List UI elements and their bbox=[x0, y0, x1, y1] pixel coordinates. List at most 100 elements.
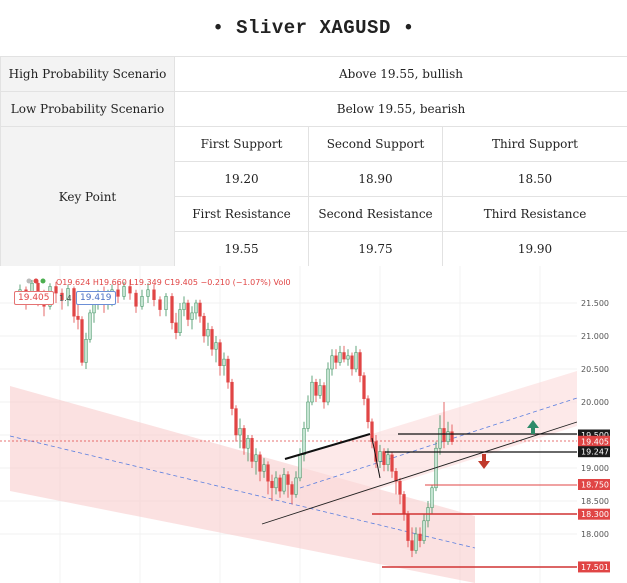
resistance-header: Third Resistance bbox=[442, 196, 627, 232]
candle-body bbox=[362, 375, 366, 399]
candle-body bbox=[310, 381, 314, 403]
axis-tick-label: 21.500 bbox=[581, 299, 609, 308]
candle-body bbox=[254, 454, 258, 462]
support-value: 19.20 bbox=[174, 161, 309, 197]
low-scenario-label: Low Probability Scenario bbox=[0, 91, 175, 127]
candle-body bbox=[330, 355, 334, 370]
axis-tick-label: 21.000 bbox=[581, 332, 609, 341]
chart-canvas[interactable]: 21.500 21.000 20.500 20.000 19.500 19.000 18.5… bbox=[0, 266, 627, 583]
candle-body bbox=[60, 292, 64, 300]
candle-body bbox=[122, 286, 126, 297]
price-label: 18.750 bbox=[581, 481, 609, 490]
page-header: • Sliver XAGUSD • bbox=[0, 0, 627, 56]
candle-body bbox=[238, 428, 242, 436]
price-chart[interactable]: 21.500 21.000 20.500 20.000 19.500 19.000 18.5… bbox=[0, 266, 627, 583]
candle-body bbox=[174, 322, 178, 333]
candle-body bbox=[354, 352, 358, 370]
candle-body bbox=[76, 315, 80, 320]
high-scenario-value: Above 19.55, bullish bbox=[174, 56, 627, 92]
candle-body bbox=[134, 292, 138, 307]
spread-value: 1.4 bbox=[59, 294, 72, 303]
candle-body bbox=[140, 296, 144, 307]
arrow-up-icon bbox=[527, 420, 539, 434]
candle-body bbox=[258, 454, 262, 472]
price-label-bg bbox=[578, 479, 610, 490]
price-label: 19.247 bbox=[581, 448, 609, 457]
price-label-bg bbox=[578, 561, 610, 573]
page-title: • Sliver XAGUSD • bbox=[212, 17, 415, 39]
candle-body bbox=[146, 289, 150, 297]
candle-body bbox=[194, 302, 198, 314]
candle-body bbox=[66, 288, 70, 300]
axis-tick-label: 20.500 bbox=[581, 365, 609, 374]
high-scenario-label: High Probability Scenario bbox=[0, 56, 175, 92]
candle-body bbox=[182, 302, 186, 310]
candle-body bbox=[266, 464, 270, 482]
candle-body bbox=[230, 381, 234, 409]
candle-body bbox=[382, 451, 386, 465]
candle-body bbox=[378, 451, 382, 462]
chart-legend: O19.624 H19.660 L19.349 C19.405 −0.210 (… bbox=[0, 266, 360, 306]
support-value: 18.90 bbox=[308, 161, 443, 197]
price-label: 19.405 bbox=[581, 437, 609, 446]
candle-body bbox=[322, 385, 326, 403]
candle-body bbox=[84, 339, 88, 363]
candle-body bbox=[438, 428, 442, 449]
candle-body bbox=[318, 385, 322, 396]
candle-body bbox=[274, 477, 278, 489]
scenario-table: High Probability Scenario Above 19.55, b… bbox=[0, 56, 627, 267]
candle-body bbox=[158, 299, 162, 310]
candle-body bbox=[190, 312, 194, 320]
candle-body bbox=[234, 408, 238, 436]
arrow-down-icon bbox=[478, 454, 490, 469]
price-label-bg bbox=[578, 435, 610, 447]
candle-body bbox=[54, 286, 58, 294]
price-label: 17.501 bbox=[581, 563, 609, 572]
price-label-bg bbox=[578, 446, 610, 458]
candle-body bbox=[390, 454, 394, 472]
candle-body bbox=[302, 428, 306, 456]
table-row: Key Point First Support Second Support T… bbox=[0, 126, 627, 267]
candle-body bbox=[314, 381, 318, 396]
candle-body bbox=[370, 421, 374, 442]
candle-body bbox=[446, 431, 450, 442]
price-axis[interactable]: 21.500 21.000 20.500 20.000 19.500 19.000 18.5… bbox=[577, 266, 627, 583]
descending-channel bbox=[10, 386, 475, 583]
buy-price-button[interactable]: 19.419 bbox=[76, 291, 116, 305]
candle-body bbox=[338, 352, 342, 363]
candle-body bbox=[394, 471, 398, 482]
candle-body bbox=[116, 289, 120, 297]
axis-tick-label: 20.000 bbox=[581, 398, 609, 407]
candle-body bbox=[402, 494, 406, 515]
candle-body bbox=[442, 428, 446, 442]
candle-body bbox=[414, 533, 418, 551]
candle-body bbox=[88, 312, 92, 340]
candle-body bbox=[128, 286, 132, 294]
axis-background bbox=[577, 266, 627, 583]
support-header: Third Support bbox=[442, 126, 627, 162]
support-header: First Support bbox=[174, 126, 309, 162]
candle-body bbox=[250, 438, 254, 462]
candle-body bbox=[170, 296, 174, 324]
support-header: Second Support bbox=[308, 126, 443, 162]
axis-tick-label: 18.500 bbox=[581, 497, 609, 506]
table-row: High Probability Scenario Above 19.55, b… bbox=[0, 56, 627, 92]
candle-body bbox=[186, 302, 190, 320]
candle-body bbox=[346, 355, 350, 360]
sell-price-button[interactable]: 19.405 bbox=[14, 291, 54, 305]
candle-body bbox=[406, 513, 410, 541]
resistance-value: 19.90 bbox=[442, 231, 627, 267]
resistance-header: Second Resistance bbox=[308, 196, 443, 232]
candle-body bbox=[386, 454, 390, 465]
candle-body bbox=[342, 352, 346, 360]
candle-body bbox=[226, 358, 230, 383]
candle-body bbox=[164, 296, 168, 310]
candle-body bbox=[298, 454, 302, 479]
candle-body bbox=[278, 477, 282, 492]
candle-body bbox=[290, 484, 294, 495]
trendline bbox=[371, 437, 381, 479]
price-label: 19.500 bbox=[581, 431, 609, 440]
table-row: First Resistance Second Resistance Third… bbox=[1, 196, 627, 232]
candle-body bbox=[270, 480, 274, 489]
candle-body bbox=[306, 401, 310, 429]
